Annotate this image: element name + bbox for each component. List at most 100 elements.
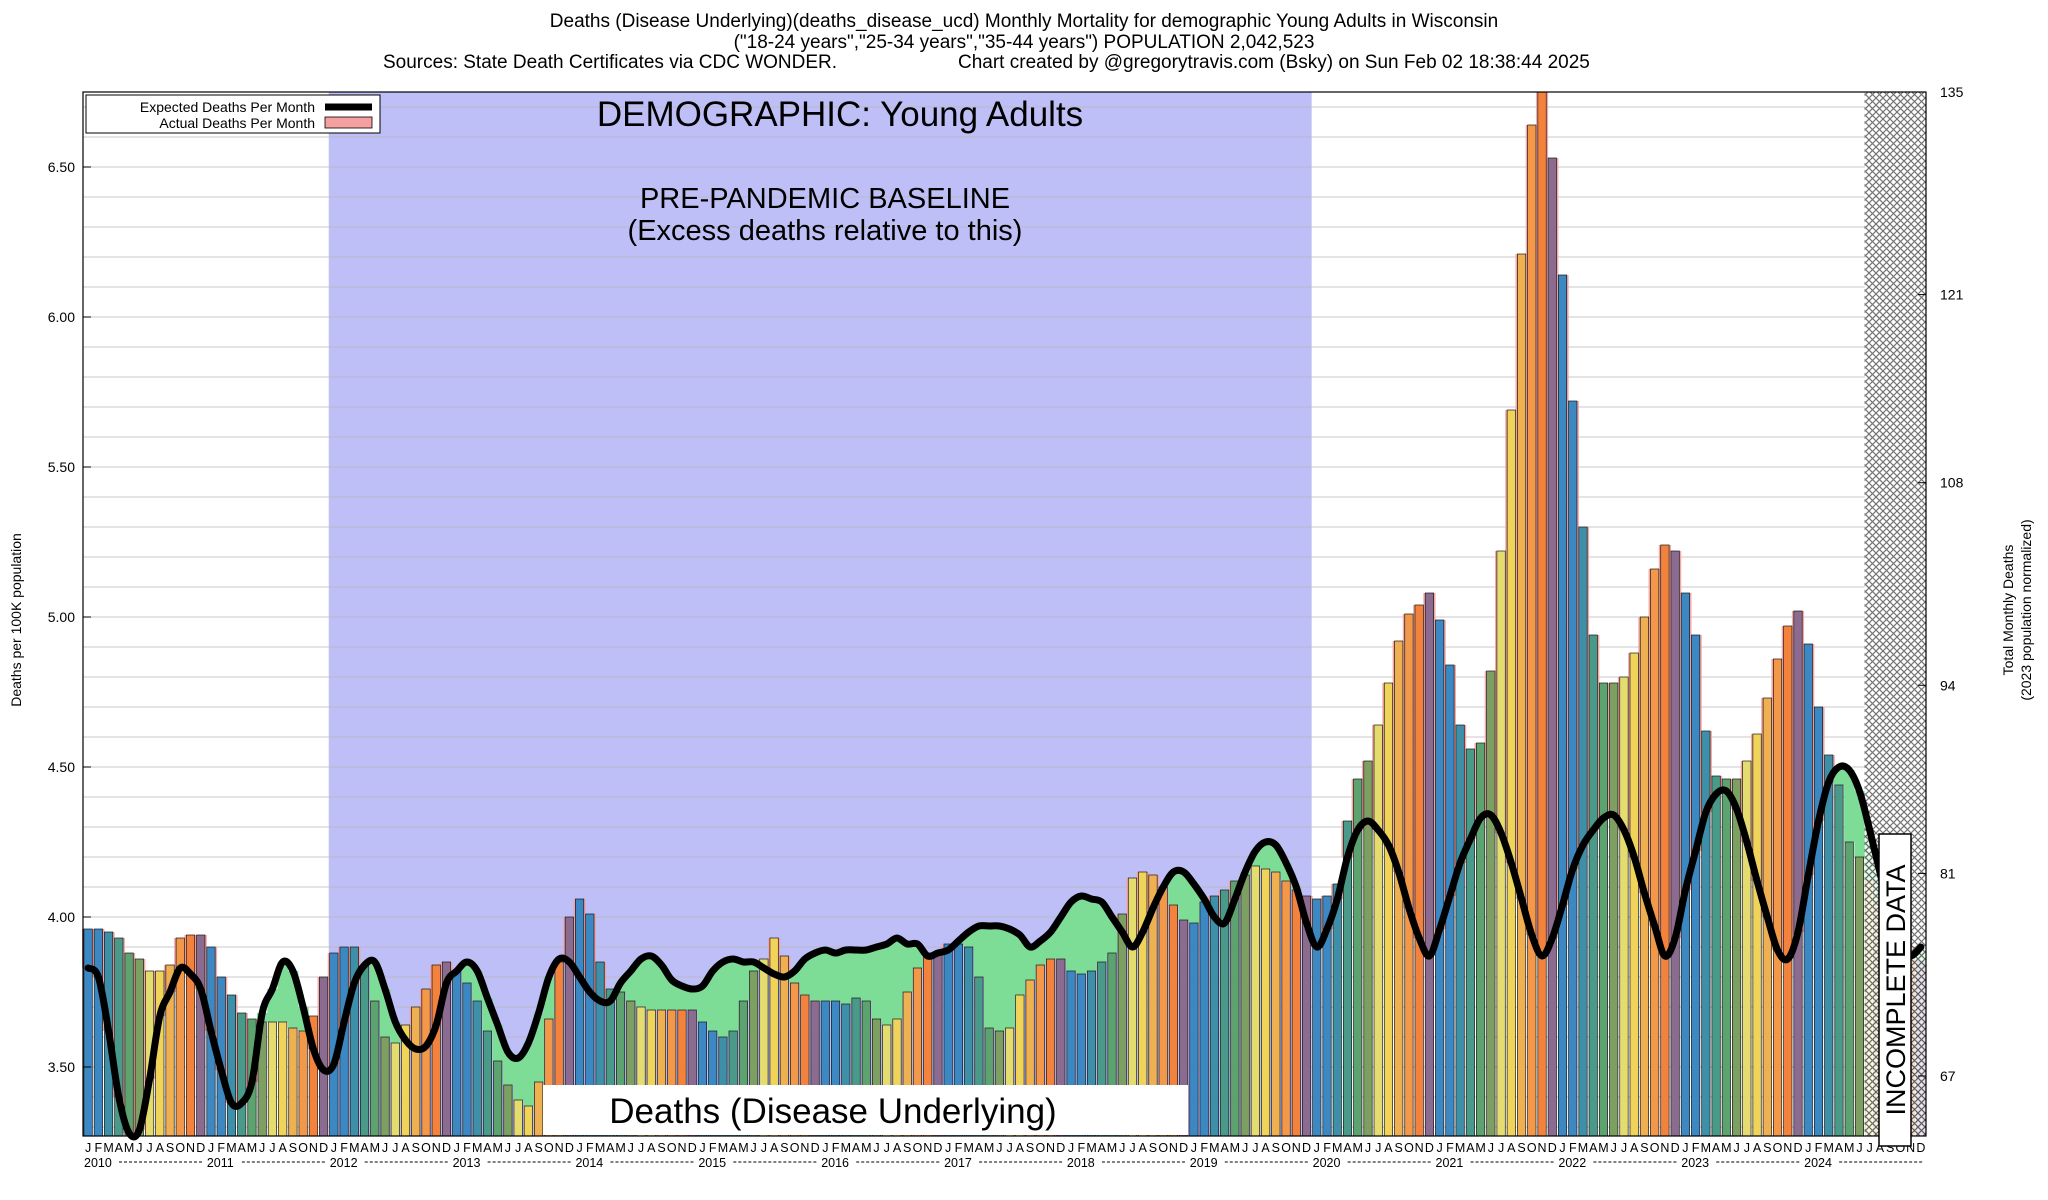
x-tick-month: S xyxy=(1640,1141,1648,1155)
x-tick-month: J xyxy=(884,1141,890,1155)
bar-month xyxy=(1721,778,1731,1137)
x-tick-month: F xyxy=(709,1141,717,1155)
x-tick-month: M xyxy=(1107,1141,1117,1155)
bar-month xyxy=(1650,568,1660,1137)
x-tick-year: 2021 xyxy=(1436,1156,1464,1170)
x-tick-month: J xyxy=(1621,1141,1627,1155)
deficit-fill xyxy=(830,953,842,1001)
x-tick-month: N xyxy=(1169,1141,1178,1155)
x-tick-month: M xyxy=(1209,1141,1219,1155)
bottom-label: Deaths (Disease Underlying) xyxy=(609,1092,1056,1131)
x-tick-month: M xyxy=(738,1141,748,1155)
x-tick-month: N xyxy=(432,1141,441,1155)
bar-month xyxy=(1629,652,1639,1137)
deficit-fill xyxy=(687,989,698,1010)
bottom-label-box xyxy=(543,1085,1188,1135)
chart-subtitle: ("18-24 years","25-34 years","35-44 year… xyxy=(733,32,1315,53)
bar-month xyxy=(462,982,472,1137)
deficit-fill xyxy=(738,962,749,1001)
deficit-fill xyxy=(502,1052,514,1085)
deficit-fill xyxy=(1045,932,1057,959)
bar-month xyxy=(1435,619,1445,1137)
bar-month xyxy=(1783,625,1793,1137)
x-tick-month: D xyxy=(1056,1141,1065,1155)
bar-month xyxy=(1230,880,1240,1137)
bar-month xyxy=(1568,400,1578,1137)
x-tick-month: S xyxy=(780,1141,788,1155)
y-tick-left-label: 3.50 xyxy=(48,1059,75,1075)
x-tick-month: N xyxy=(186,1141,195,1155)
bar-month xyxy=(1291,889,1301,1137)
x-tick-month: A xyxy=(1753,1141,1762,1155)
x-tick-month: D xyxy=(1671,1141,1680,1155)
deficit-fill xyxy=(1250,851,1261,866)
bar-month xyxy=(1271,871,1281,1137)
y-tick-right-label: 108 xyxy=(1940,475,1964,491)
bar-month xyxy=(1424,592,1434,1137)
deficit-fill xyxy=(809,953,821,1001)
x-tick-month: M xyxy=(226,1141,236,1155)
x-tick-month: O xyxy=(544,1141,554,1155)
x-tick-month: D xyxy=(688,1141,697,1155)
x-tick-month: A xyxy=(729,1141,738,1155)
x-tick-month: O xyxy=(790,1141,800,1155)
x-tick-month: M xyxy=(492,1141,502,1155)
x-tick-year: 2017 xyxy=(944,1156,972,1170)
deficit-fill xyxy=(871,947,883,1019)
x-tick-month: O xyxy=(1035,1141,1045,1155)
bar-month xyxy=(278,1021,288,1137)
x-tick-month: N xyxy=(923,1141,932,1155)
x-tick-month: J xyxy=(1375,1141,1381,1155)
bar-month xyxy=(1813,706,1824,1137)
x-tick-month: D xyxy=(1302,1141,1311,1155)
bar-month xyxy=(237,1012,247,1137)
deficit-fill xyxy=(1844,770,1855,842)
deficit-fill xyxy=(523,1043,534,1106)
deficit-fill xyxy=(676,986,688,1010)
x-tick-month: N xyxy=(1660,1141,1669,1155)
x-tick-month: A xyxy=(1220,1141,1229,1155)
bar-month xyxy=(1701,730,1711,1137)
x-tick-month: D xyxy=(196,1141,205,1155)
x-tick-month: S xyxy=(1395,1141,1403,1155)
bar-month xyxy=(1854,856,1864,1137)
x-tick-month: M xyxy=(370,1141,380,1155)
bar-month xyxy=(360,964,370,1137)
x-tick-month: N xyxy=(800,1141,809,1155)
x-tick-month: A xyxy=(893,1141,902,1155)
x-tick-month: D xyxy=(1179,1141,1188,1155)
bar-month xyxy=(1772,658,1783,1137)
x-tick-month: A xyxy=(1712,1141,1721,1155)
deficit-fill xyxy=(461,962,473,983)
y-tick-left-label: 6.00 xyxy=(48,309,75,325)
x-tick-month: F xyxy=(463,1141,471,1155)
bar-month xyxy=(267,1021,277,1137)
bar-month xyxy=(431,964,441,1137)
x-tick-month: O xyxy=(1650,1141,1660,1155)
x-tick-month: M xyxy=(1844,1141,1854,1155)
bar-month xyxy=(1824,754,1834,1137)
y-tick-right-label: 121 xyxy=(1940,287,1964,303)
bar-month xyxy=(1680,592,1690,1137)
x-tick-month: J xyxy=(1314,1141,1320,1155)
x-tick-month: A xyxy=(647,1141,656,1155)
legend-label-expected: Expected Deaths Per Month xyxy=(140,99,315,115)
x-tick-month: D xyxy=(1916,1141,1925,1155)
deficit-fill xyxy=(492,1025,504,1061)
y-tick-left-label: 6.50 xyxy=(48,159,75,175)
y-axis-right-label-2: (2023 population normalized) xyxy=(2018,519,2034,700)
bar-month xyxy=(1209,895,1219,1137)
y-tick-left-label: 4.00 xyxy=(48,909,75,925)
bar-month xyxy=(1619,676,1629,1137)
legend-label-actual: Actual Deaths Per Month xyxy=(159,115,315,131)
x-tick-month: A xyxy=(524,1141,533,1155)
x-tick-month: A xyxy=(1589,1141,1598,1155)
x-tick-month: J xyxy=(1744,1141,1750,1155)
x-tick-month: A xyxy=(1098,1141,1107,1155)
x-tick-month: D xyxy=(811,1141,820,1155)
x-tick-month: S xyxy=(1272,1141,1280,1155)
x-tick-month: J xyxy=(259,1141,265,1155)
x-tick-month: F xyxy=(832,1141,840,1155)
x-tick-month: M xyxy=(1598,1141,1608,1155)
x-tick-month: J xyxy=(996,1141,1002,1155)
